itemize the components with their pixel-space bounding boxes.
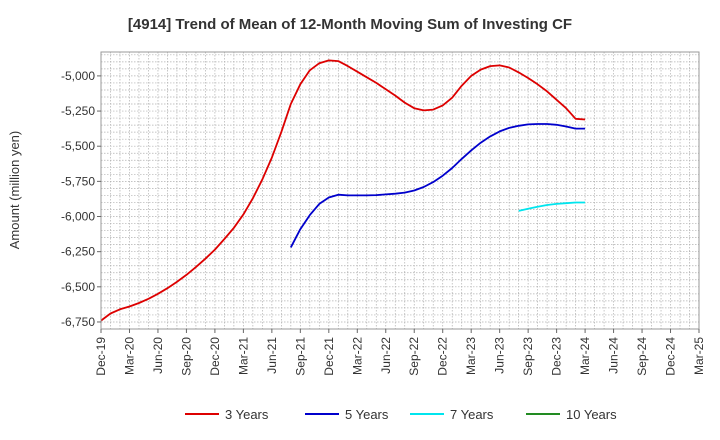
y-axis-label: Amount (million yen)	[7, 131, 22, 250]
x-tick-label: Jun-23	[493, 337, 507, 374]
x-tick-label: Jun-20	[151, 337, 165, 374]
grid	[101, 52, 699, 330]
y-tick-label: -6,750	[61, 315, 95, 329]
y-tick-label: -6,250	[61, 245, 95, 259]
legend-label: 5 Years	[345, 407, 389, 422]
x-tick-label: Sep-23	[521, 337, 535, 376]
x-tick-label: Dec-19	[94, 337, 108, 376]
legend: 3 Years 5 Years 7 Years 10 Years	[185, 407, 617, 422]
x-tick-label: Jun-22	[379, 337, 393, 374]
x-tick-label: Jun-21	[265, 337, 279, 374]
x-tick-label: Dec-24	[664, 337, 678, 376]
x-tick-label: Jun-24	[607, 337, 621, 374]
x-tick-label: Mar-25	[692, 337, 706, 375]
x-tick-label: Mar-24	[578, 337, 592, 375]
series-line-5-years	[290, 123, 586, 248]
chart-title: [4914] Trend of Mean of 12-Month Moving …	[128, 16, 572, 33]
x-tick-label: Dec-20	[208, 337, 222, 376]
series-lines	[100, 59, 586, 322]
y-tick-label: -6,000	[61, 210, 95, 224]
y-tick-label: -5,000	[61, 69, 95, 83]
legend-label: 7 Years	[450, 407, 494, 422]
plot-border	[100, 51, 700, 330]
y-tick-label: -6,500	[61, 280, 95, 294]
x-tick-label: Mar-20	[122, 337, 136, 375]
plot-area	[101, 52, 699, 329]
x-tick-label: Dec-23	[550, 337, 564, 376]
x-tick-label: Sep-24	[635, 337, 649, 376]
x-tick-label: Mar-22	[350, 337, 364, 375]
x-axis: Dec-19 Mar-20 Jun-20 Sep-20 Dec-20 Mar-21 Jun-…	[94, 329, 706, 376]
x-tick-label: Sep-21	[293, 337, 307, 376]
y-axis: -5,000 -5,250 -5,500 -5,750 -6,000 -6,250 -6,5…	[61, 69, 101, 329]
x-tick-label: Sep-22	[407, 337, 421, 376]
x-tick-label: Mar-23	[464, 337, 478, 375]
x-tick-label: Dec-21	[322, 337, 336, 376]
legend-label: 3 Years	[225, 407, 269, 422]
x-tick-label: Dec-22	[436, 337, 450, 376]
x-tick-label: Sep-20	[179, 337, 193, 376]
series-line-3-years	[100, 59, 586, 322]
y-tick-label: -5,500	[61, 139, 95, 153]
legend-label: 10 Years	[566, 407, 617, 422]
y-tick-label: -5,750	[61, 174, 95, 188]
series-line-7-years	[518, 201, 586, 212]
y-tick-label: -5,250	[61, 104, 95, 118]
x-tick-label: Mar-21	[236, 337, 250, 375]
